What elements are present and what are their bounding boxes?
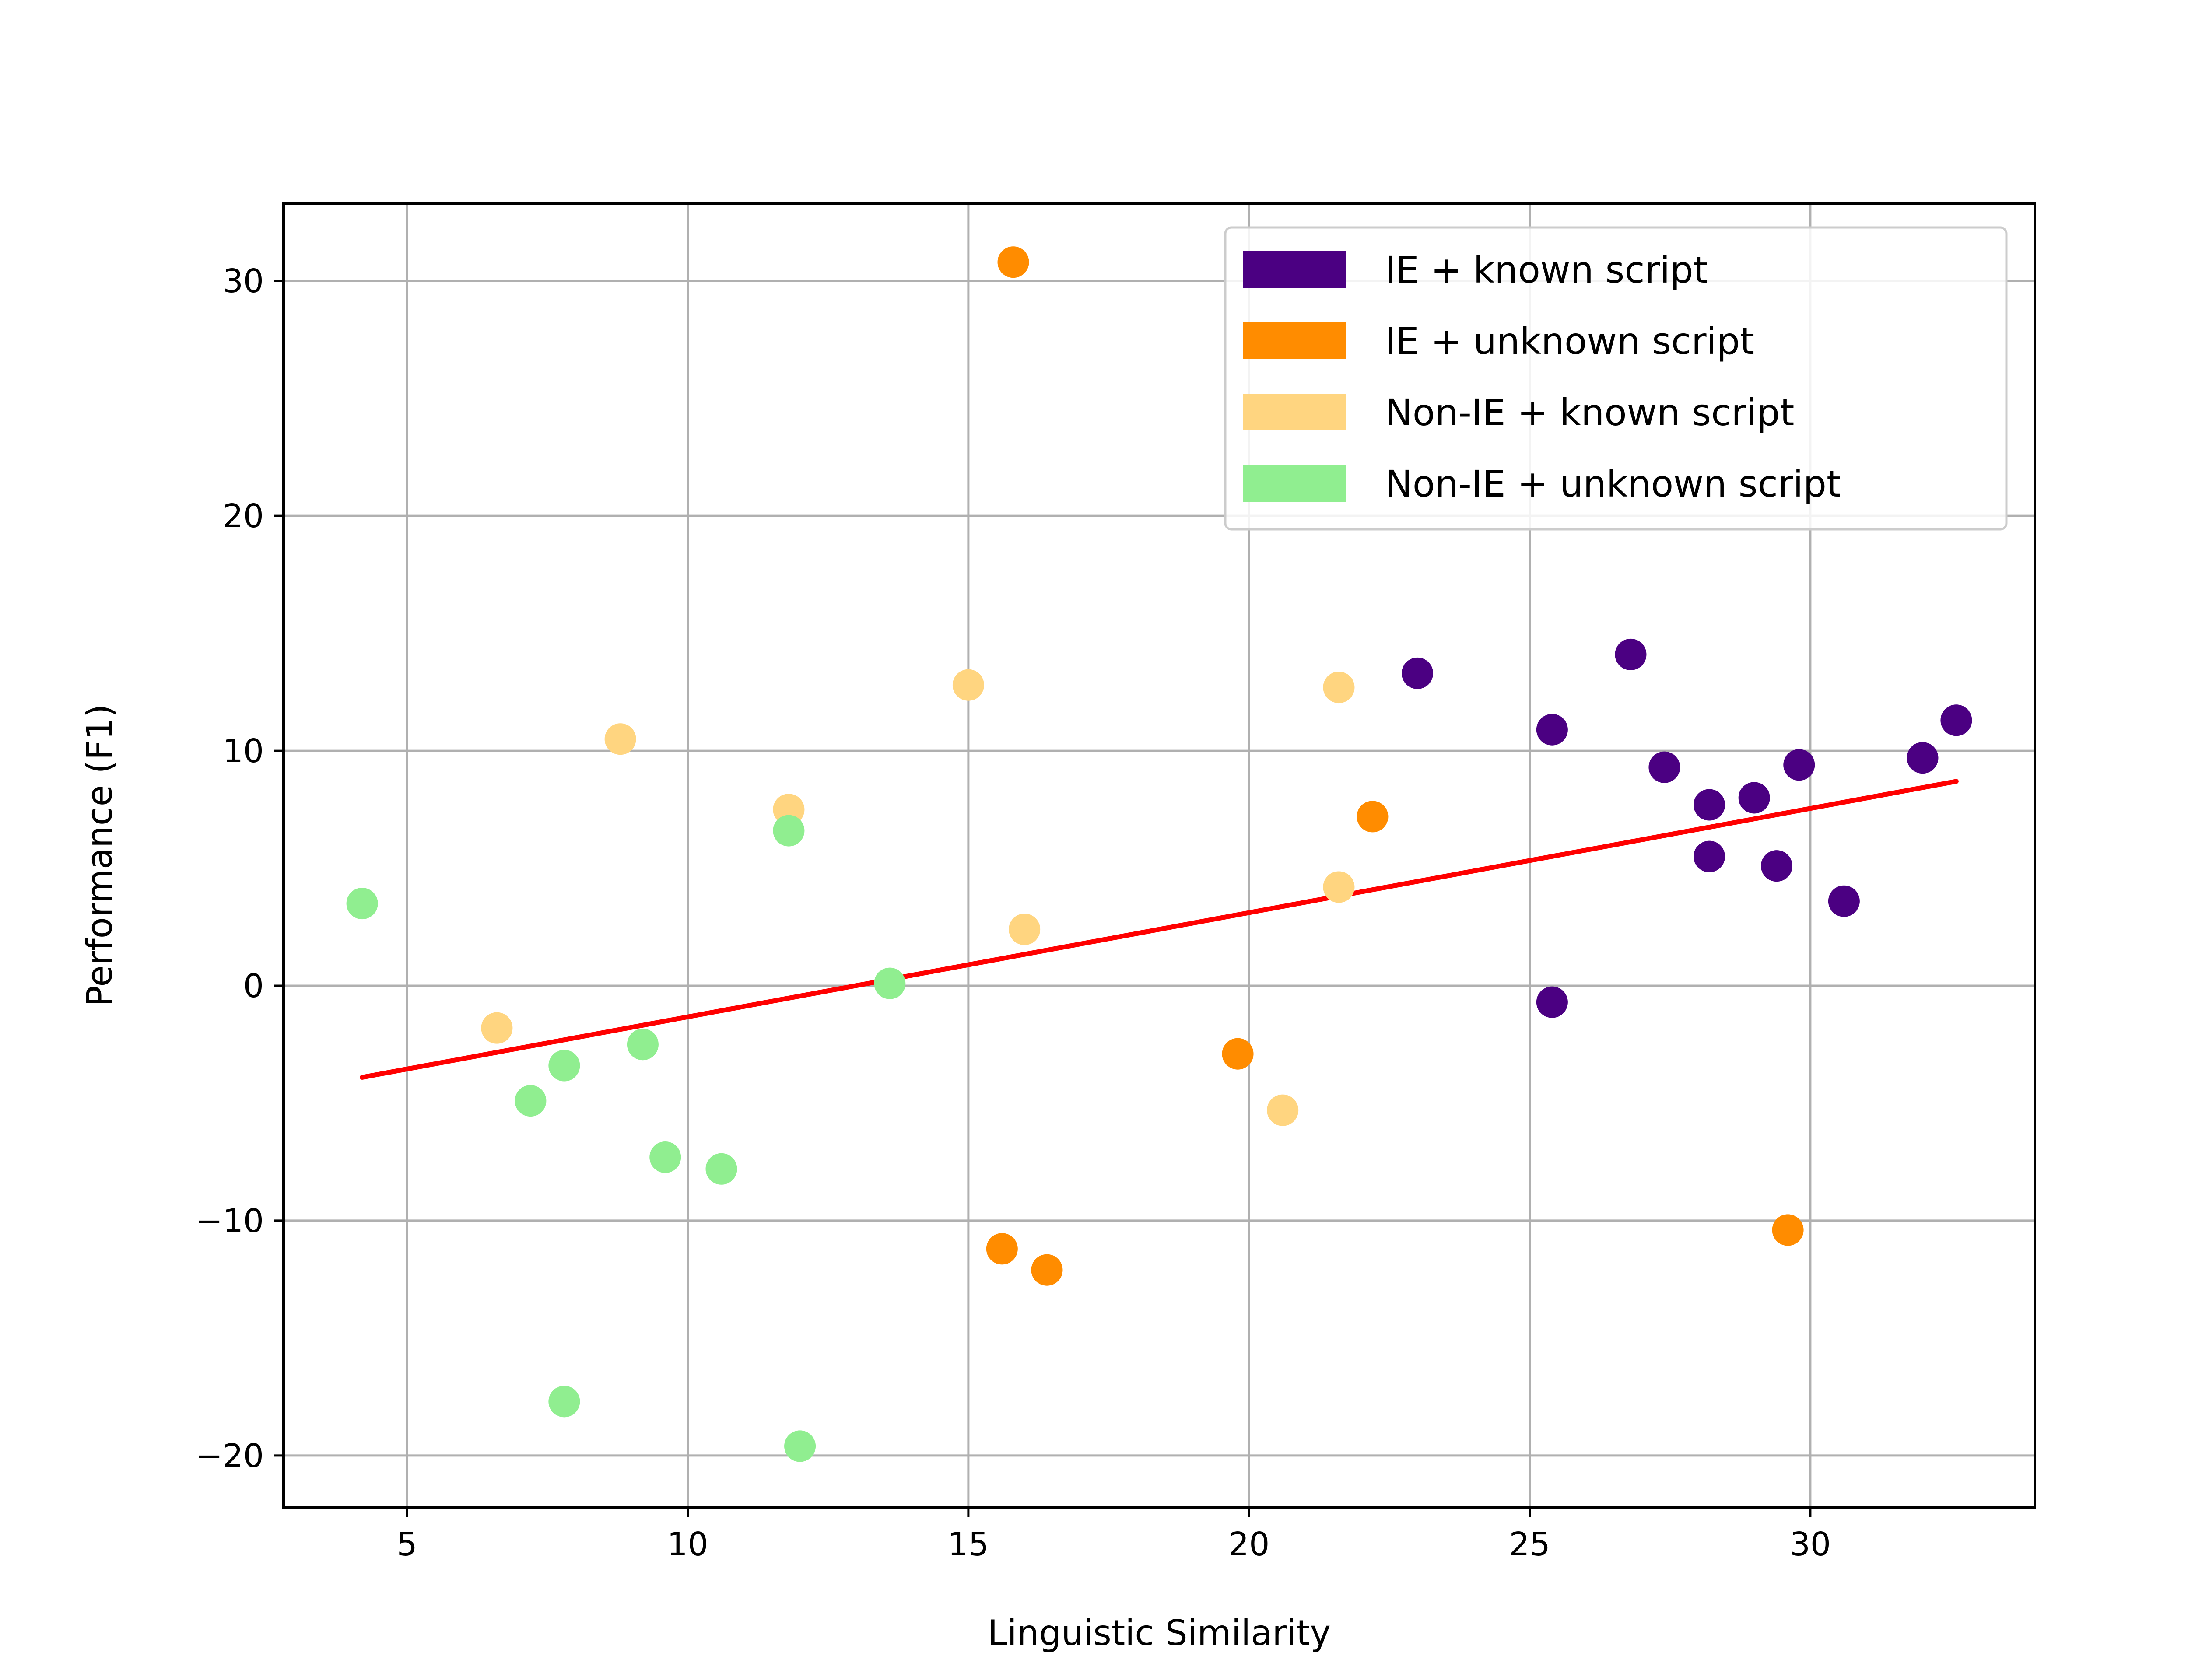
legend-swatch <box>1243 394 1346 430</box>
data-point <box>1323 672 1355 704</box>
data-point <box>548 1386 580 1418</box>
legend: IE + known script IE + unknown script Non-… <box>1224 226 2008 531</box>
data-point <box>705 1153 737 1185</box>
y-tick-label: −10 <box>196 1202 264 1240</box>
legend-label: Non-IE + known script <box>1385 391 1794 434</box>
data-points <box>346 246 1972 1462</box>
series-4 <box>346 815 906 1462</box>
legend-label: IE + unknown script <box>1385 320 1754 363</box>
data-point <box>515 1085 547 1117</box>
x-tick-label: 10 <box>667 1526 708 1563</box>
data-point <box>874 967 906 999</box>
legend-swatch <box>1243 251 1346 288</box>
data-point <box>1031 1254 1063 1286</box>
y-tick-label: 10 <box>223 732 264 770</box>
y-axis-label: Performance (F1) <box>79 704 120 1007</box>
data-point <box>649 1141 681 1173</box>
legend-label: IE + known script <box>1385 248 1708 291</box>
data-point <box>604 723 636 755</box>
data-point <box>1222 1038 1254 1070</box>
series-1 <box>1402 638 1972 1018</box>
data-point <box>1323 871 1355 903</box>
legend-label: Non-IE + unknown script <box>1385 462 1841 505</box>
legend-swatch <box>1243 322 1346 359</box>
y-tick-label: 20 <box>223 497 264 535</box>
data-point <box>773 815 805 847</box>
trendline-group <box>360 779 1959 1080</box>
data-point <box>1694 840 1725 872</box>
data-point <box>1828 885 1860 917</box>
x-tick-label: 20 <box>1228 1526 1269 1563</box>
data-point <box>1772 1214 1804 1246</box>
data-point <box>627 1029 659 1060</box>
data-point <box>784 1430 816 1462</box>
data-point <box>1738 782 1770 814</box>
data-point <box>481 1012 513 1044</box>
data-point <box>1536 714 1568 746</box>
data-point <box>1009 914 1041 945</box>
axis-ticks: 5 10 15 20 25 30 −20 −10 0 10 20 30 <box>196 262 1831 1563</box>
data-point <box>548 1050 580 1082</box>
data-point <box>1536 986 1568 1018</box>
trendline <box>360 779 1959 1080</box>
x-tick-label: 25 <box>1509 1526 1550 1563</box>
data-point <box>1907 742 1939 774</box>
x-axis-label: Linguistic Similarity <box>988 1613 1331 1653</box>
data-point <box>1357 801 1389 833</box>
data-point <box>1402 657 1434 689</box>
x-tick-label: 15 <box>948 1526 989 1563</box>
plot-frame <box>282 202 2036 1508</box>
y-tick-label: 30 <box>223 262 264 300</box>
legend-swatch <box>1243 465 1346 502</box>
data-point <box>1783 749 1815 781</box>
legend-box <box>1224 226 2008 531</box>
y-tick-label: −20 <box>196 1437 264 1475</box>
data-point <box>1694 789 1725 821</box>
x-tick-label: 30 <box>1790 1526 1831 1563</box>
data-point <box>1940 704 1972 736</box>
data-point <box>997 246 1029 278</box>
data-point <box>1267 1094 1299 1126</box>
data-point <box>1760 850 1792 882</box>
data-point <box>1648 751 1680 783</box>
data-point <box>986 1233 1018 1265</box>
x-tick-label: 5 <box>397 1526 417 1563</box>
data-point <box>1615 638 1647 670</box>
data-point <box>952 669 984 701</box>
y-tick-label: 0 <box>243 967 264 1005</box>
series-2 <box>986 246 1804 1286</box>
data-point <box>346 888 378 920</box>
